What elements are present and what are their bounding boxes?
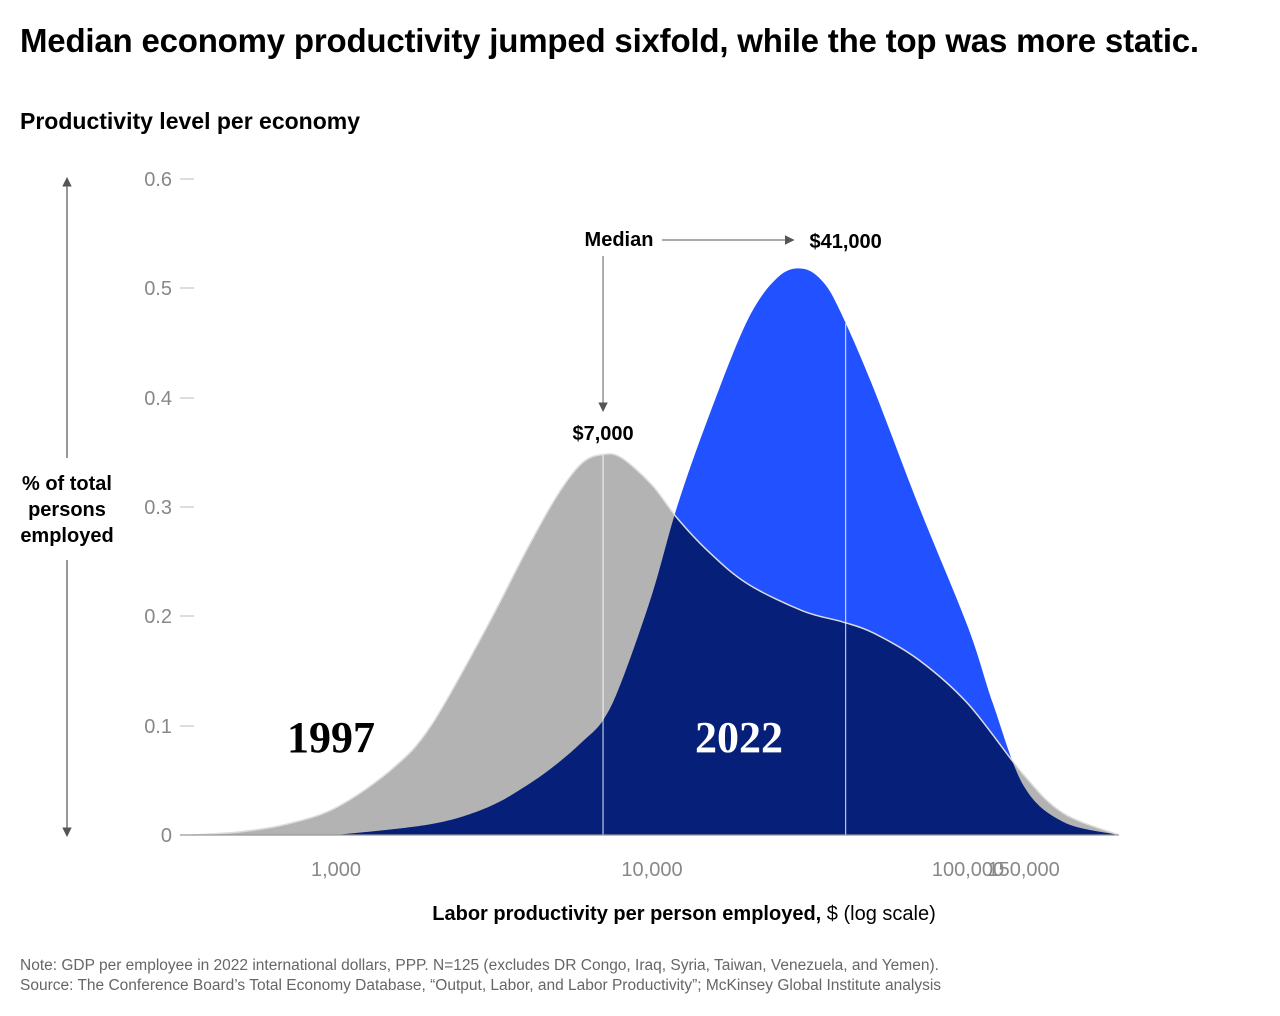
- x-axis-title-rest: $ (log scale): [821, 903, 936, 925]
- median-value-1997: $7,000: [572, 423, 633, 445]
- y-tick: 0.6: [144, 169, 194, 191]
- y-tick: 0.2: [144, 606, 194, 628]
- x-axis-title: Labor productivity per person employed, …: [432, 903, 935, 925]
- chart-title: Median economy productivity jumped sixfo…: [20, 22, 1199, 59]
- y-axis-label-line-3: employed: [20, 525, 113, 547]
- source-text: Source: The Conference Board’s Total Eco…: [20, 977, 942, 994]
- density-chart: % of total persons employed 0 0.1 0.2 0.…: [20, 169, 1120, 925]
- median-annotation: Median: [585, 229, 654, 251]
- y-tick-label: 0.2: [144, 606, 172, 628]
- note-text: Note: GDP per employee in 2022 internati…: [20, 957, 939, 974]
- y-ticks: 0 0.1 0.2 0.3 0.4 0.5 0.6: [144, 169, 194, 847]
- y-tick-label: 0.4: [144, 388, 172, 410]
- y-tick-label: 0.3: [144, 497, 172, 519]
- y-axis-label-line-1: % of total: [22, 473, 112, 495]
- y-tick-label: 0: [161, 825, 172, 847]
- x-ticks: 1,000 10,000 100,000 150,000: [311, 859, 1060, 881]
- chart-subtitle: Productivity level per economy: [20, 108, 361, 134]
- y-tick: 0.3: [144, 497, 194, 519]
- x-tick-label: 100,000: [932, 859, 1004, 881]
- footnotes: Note: GDP per employee in 2022 internati…: [20, 956, 941, 996]
- x-tick-label: 1,000: [311, 859, 361, 881]
- y-tick: 0.5: [144, 278, 194, 300]
- y-tick-label: 0.5: [144, 278, 172, 300]
- y-tick: 0.4: [144, 388, 194, 410]
- series-label-1997: 1997: [287, 713, 375, 762]
- median-value-2022: $41,000: [809, 231, 881, 253]
- y-tick-label: 0.6: [144, 169, 172, 191]
- y-tick: 0.1: [144, 716, 194, 738]
- x-tick-label: 10,000: [621, 859, 682, 881]
- y-axis-label-line-2: persons: [28, 499, 106, 521]
- x-tick-label: 150,000: [987, 859, 1059, 881]
- y-tick: 0: [161, 825, 194, 847]
- series-label-2022: 2022: [695, 713, 783, 762]
- outline-1997: [191, 453, 1120, 836]
- y-tick-label: 0.1: [144, 716, 172, 738]
- x-axis-title-bold: Labor productivity per person employed,: [432, 903, 821, 925]
